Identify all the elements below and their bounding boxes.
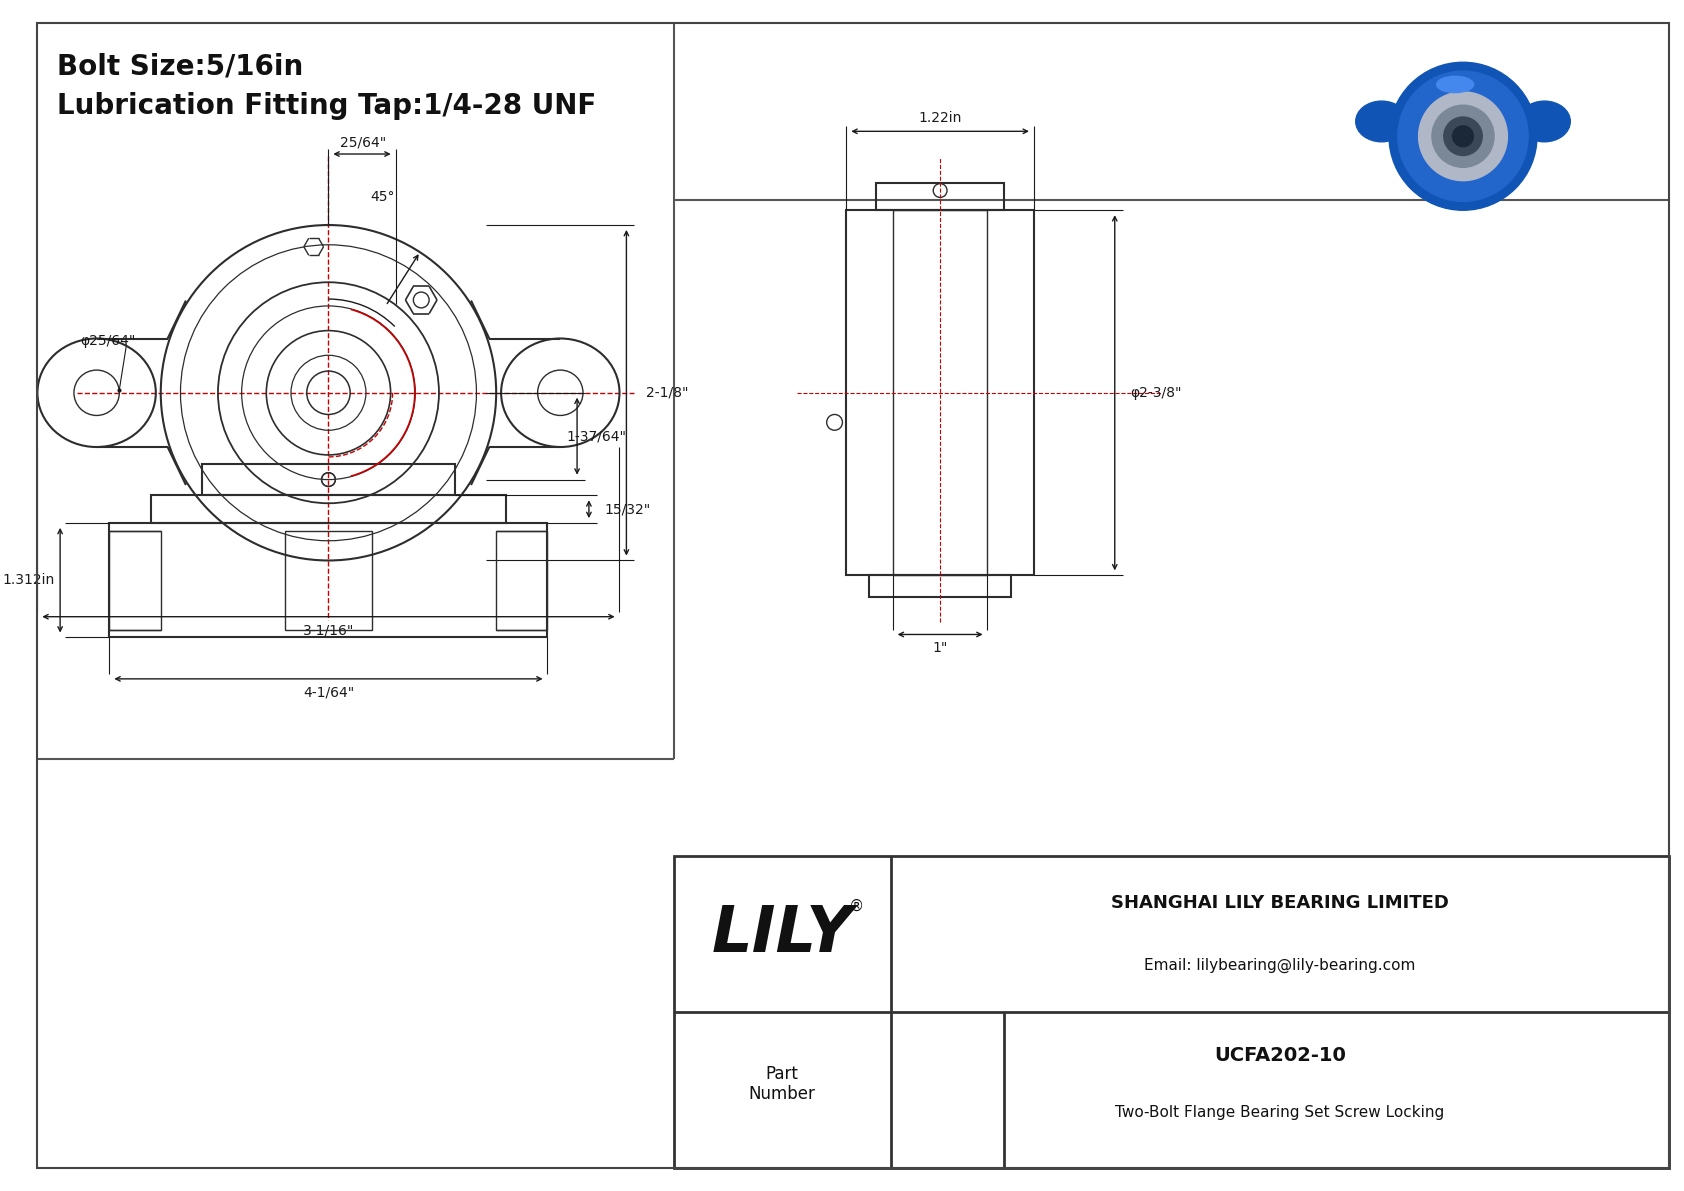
Bar [497,531,547,630]
Text: 1.22in: 1.22in [918,111,962,125]
Text: 15/32": 15/32" [605,503,652,516]
Text: 3-1/16": 3-1/16" [303,624,354,637]
Ellipse shape [1436,76,1474,93]
Text: Bolt Size:5/16in: Bolt Size:5/16in [57,52,303,81]
Circle shape [1431,105,1494,167]
Text: ®: ® [849,899,864,915]
Text: 2-1/8": 2-1/8" [647,386,689,400]
Text: SHANGHAI LILY BEARING LIMITED: SHANGHAI LILY BEARING LIMITED [1111,894,1448,912]
Bar [202,463,455,495]
Circle shape [1389,62,1537,211]
Circle shape [1398,71,1527,201]
Text: Lubrication Fitting Tap:1/4-28 UNF: Lubrication Fitting Tap:1/4-28 UNF [57,92,596,120]
Text: UCFA202-10: UCFA202-10 [1214,1047,1346,1066]
Text: φ25/64": φ25/64" [79,335,135,349]
Bar [893,211,987,575]
Bar [152,495,507,523]
Text: 4-1/64": 4-1/64" [303,686,354,699]
Bar [674,856,1669,1168]
Text: Email: lilybearing@lily-bearing.com: Email: lilybearing@lily-bearing.com [1145,958,1416,973]
Circle shape [1418,92,1507,181]
Bar [109,531,160,630]
Text: Part
Number: Part Number [749,1065,815,1103]
Bar [109,523,547,637]
Text: Two-Bolt Flange Bearing Set Screw Locking: Two-Bolt Flange Bearing Set Screw Lockin… [1115,1104,1445,1120]
Text: φ2-3/8": φ2-3/8" [1130,386,1182,400]
Bar [869,575,1010,597]
Text: 1.312in: 1.312in [3,573,56,587]
Text: 1-37/64": 1-37/64" [566,429,626,443]
Ellipse shape [1519,101,1569,142]
Text: 1": 1" [933,641,948,655]
Circle shape [1453,126,1474,146]
Text: LILY: LILY [712,904,854,966]
Bar [285,531,372,630]
Text: 45°: 45° [370,191,396,205]
Ellipse shape [1356,101,1408,142]
Bar [876,182,1004,211]
Text: 25/64": 25/64" [340,135,386,149]
Circle shape [1443,117,1482,156]
Bar [847,211,1034,575]
